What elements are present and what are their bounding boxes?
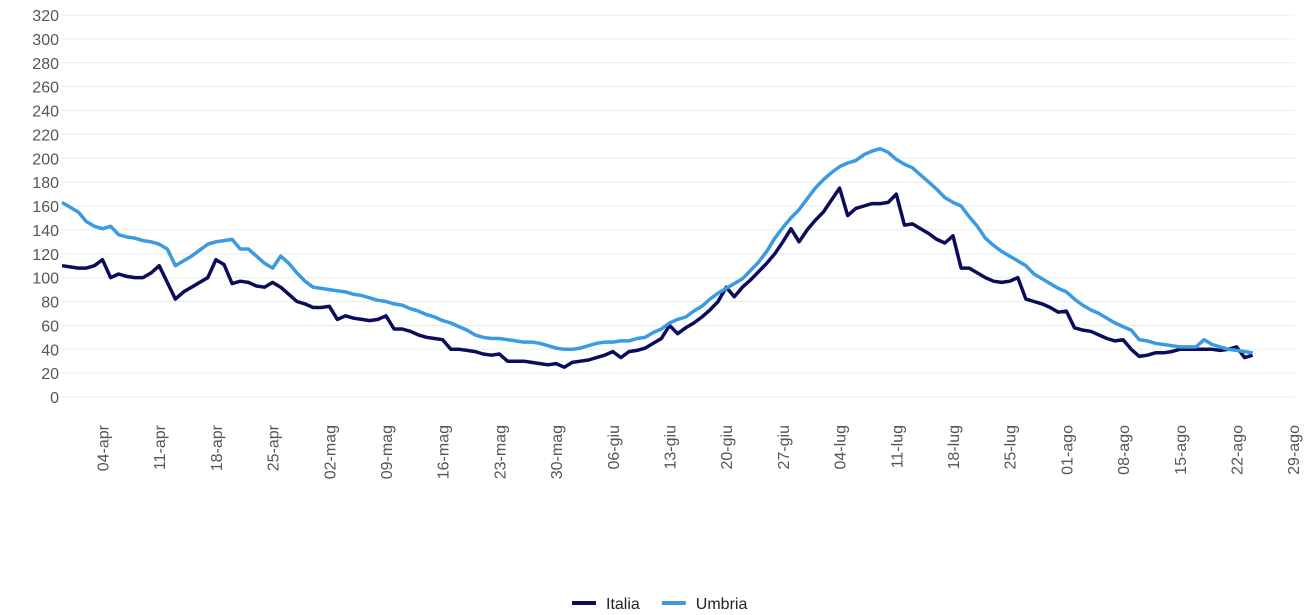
x-tick-label: 30-mag	[549, 425, 566, 479]
x-tick-label: 18-lug	[946, 425, 963, 469]
x-tick-label: 23-mag	[492, 425, 509, 479]
x-tick-label: 02-mag	[322, 425, 339, 479]
y-tick-label: 40	[41, 342, 59, 359]
x-tick-label: 27-giu	[776, 425, 793, 469]
y-tick-label: 80	[41, 295, 59, 312]
x-tick-label: 11-apr	[152, 424, 169, 470]
x-tick-label: 22-ago	[1230, 425, 1247, 475]
x-tick-label: 11-lug	[889, 425, 906, 468]
x-tick-label: 15-ago	[1173, 425, 1190, 475]
y-tick-label: 140	[32, 223, 59, 240]
legend-label: Umbria	[696, 596, 748, 613]
y-tick-label: 0	[50, 390, 59, 407]
x-tick-label: 13-giu	[663, 425, 680, 469]
y-tick-label: 180	[32, 175, 59, 192]
y-tick-label: 160	[32, 199, 59, 216]
x-tick-label: 25-lug	[1003, 425, 1020, 469]
x-tick-label: 06-giu	[606, 425, 623, 469]
x-tick-label: 01-ago	[1059, 425, 1076, 475]
y-tick-label: 300	[32, 32, 59, 49]
y-tick-label: 200	[32, 151, 59, 168]
series-line	[61, 146, 1253, 355]
x-tick-label: 16-mag	[436, 425, 453, 479]
y-tick-label: 60	[41, 318, 59, 335]
x-tick-label: 04-lug	[833, 425, 850, 469]
x-tick-label: 20-giu	[719, 425, 736, 469]
y-tick-label: 240	[32, 104, 59, 121]
legend-label: Italia	[606, 596, 640, 613]
y-tick-label: 20	[41, 366, 59, 383]
y-tick-label: 320	[32, 8, 59, 25]
x-tick-label: 18-apr	[209, 424, 226, 471]
x-tick-label: 04-apr	[96, 424, 113, 471]
y-tick-label: 100	[32, 271, 59, 288]
x-tick-label: 09-mag	[379, 425, 396, 479]
x-tick-label: 08-ago	[1116, 425, 1133, 475]
y-tick-label: 260	[32, 80, 59, 97]
y-tick-label: 220	[32, 127, 59, 144]
y-tick-label: 120	[32, 247, 59, 264]
y-tick-label: 280	[32, 56, 59, 73]
x-tick-label: 29-ago	[1286, 425, 1303, 475]
x-tick-label: 25-apr	[266, 424, 283, 471]
series-line	[61, 186, 1254, 369]
